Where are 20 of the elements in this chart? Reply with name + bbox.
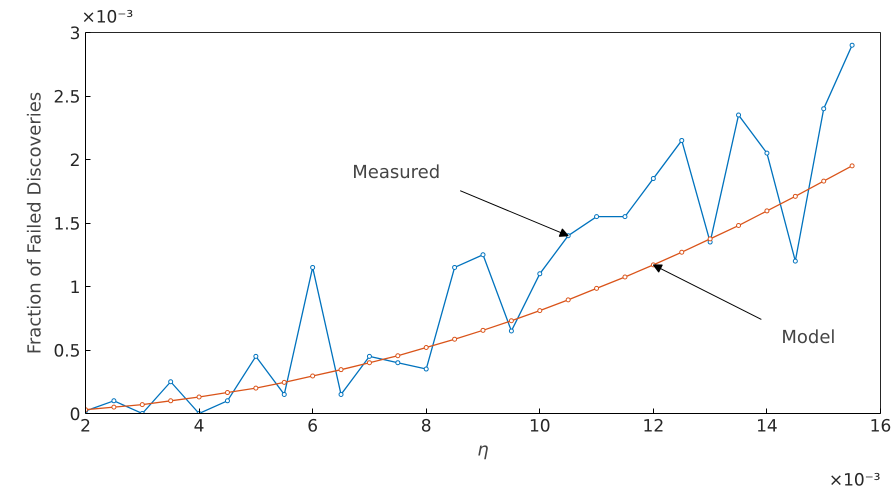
y-tick-label: 1 — [70, 278, 81, 298]
y-tick-label: 0 — [70, 405, 81, 425]
x-tick-label: 16 — [870, 416, 892, 436]
text: ×10⁻³ — [828, 470, 881, 490]
x-tick-label: 10 — [528, 416, 551, 436]
x-tick-label: 14 — [756, 416, 778, 436]
y-axis-title: Fraction of Failed Discoveries — [24, 92, 46, 354]
y-tick-label: 0.5 — [53, 342, 81, 362]
x-tick-label: 4 — [194, 416, 204, 436]
annotation: Measured — [352, 162, 440, 184]
y-tick-label: 1.5 — [53, 214, 81, 234]
x-axis-title: η — [477, 440, 489, 460]
text: ×10⁻³ — [82, 8, 134, 28]
y-tick-label: 3 — [70, 24, 81, 44]
x-tick-label: 12 — [642, 416, 664, 436]
annotation: Model — [781, 327, 836, 348]
y-tick-label: 2 — [70, 151, 81, 171]
y-tick-label: 2.5 — [53, 88, 81, 108]
x-tick-label: 8 — [420, 416, 432, 436]
x-tick-label: 6 — [307, 416, 318, 436]
